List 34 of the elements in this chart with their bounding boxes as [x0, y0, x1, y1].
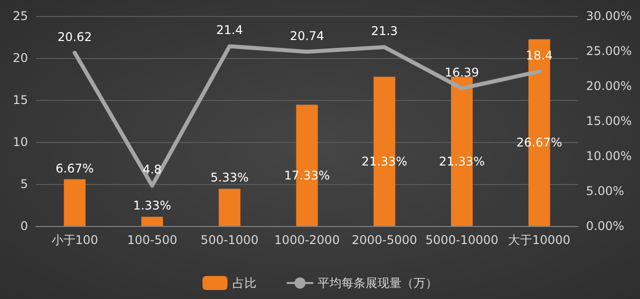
y2-tick-label: 15.00%	[586, 114, 632, 128]
x-tick-label: 1000-2000	[274, 233, 340, 247]
y-tick-label: 20	[12, 51, 28, 65]
bar	[218, 188, 240, 226]
data-label: 4.8	[142, 162, 162, 177]
y-tick-label: 5	[20, 177, 28, 191]
legend-label: 平均每条展现量（万）	[318, 276, 438, 290]
data-label: 21.4	[216, 23, 243, 38]
y-tick-label: 25	[12, 9, 28, 23]
data-label: 5.33%	[210, 170, 249, 185]
y2-tick-label: 20.00%	[586, 79, 632, 93]
legend-label: 占比	[232, 276, 256, 290]
data-label: 20.74	[290, 28, 324, 43]
y2-tick-label: 5.00%	[586, 184, 624, 198]
x-tick-label: 5000-10000	[425, 233, 498, 247]
data-label: 16.39	[444, 65, 480, 80]
bar	[64, 179, 86, 226]
y-tick-label: 15	[12, 93, 28, 107]
y2-tick-label: 0.00%	[586, 219, 624, 233]
x-tick-label: 大于10000	[508, 233, 570, 247]
y2-tick-label: 10.00%	[586, 149, 632, 163]
y-tick-label: 0	[20, 219, 28, 233]
x-tick-label: 2000-5000	[352, 233, 418, 247]
x-tick-label: 100-500	[127, 233, 178, 247]
data-label: 1.33%	[133, 198, 172, 213]
x-tick-label: 500-1000	[200, 233, 258, 247]
x-tick-label: 小于100	[51, 233, 98, 247]
y-tick-label: 10	[12, 135, 28, 149]
bar	[141, 216, 163, 226]
data-label: 21.3	[371, 24, 398, 38]
data-label: 6.67%	[56, 161, 94, 176]
y2-tick-label: 25.00%	[586, 44, 632, 58]
data-label: 20.62	[58, 30, 92, 44]
y2-tick-label: 30.00%	[586, 9, 632, 23]
